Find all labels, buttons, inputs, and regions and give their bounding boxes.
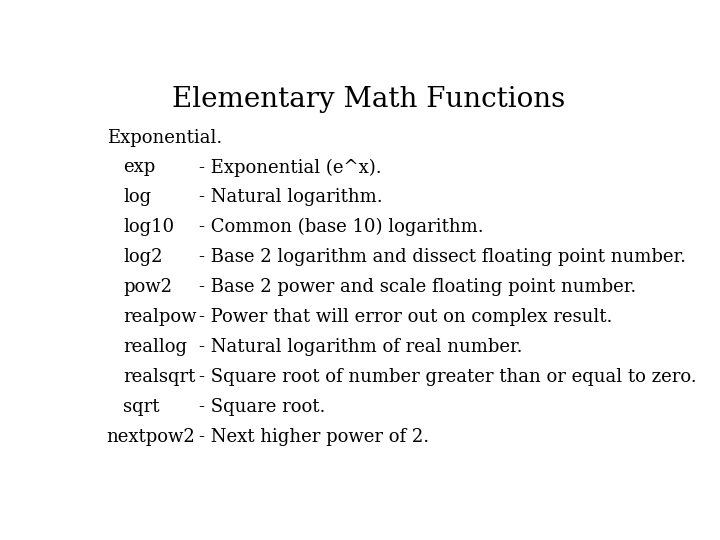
Text: Exponential.: Exponential. <box>107 129 222 147</box>
Text: nextpow2: nextpow2 <box>107 428 196 446</box>
Text: realpow: realpow <box>124 308 197 326</box>
Text: reallog: reallog <box>124 338 187 356</box>
Text: - Square root.: - Square root. <box>199 398 325 416</box>
Text: - Next higher power of 2.: - Next higher power of 2. <box>199 428 429 446</box>
Text: - Exponential (e^x).: - Exponential (e^x). <box>199 158 382 177</box>
Text: realsqrt: realsqrt <box>124 368 196 386</box>
Text: log: log <box>124 188 152 206</box>
Text: - Power that will error out on complex result.: - Power that will error out on complex r… <box>199 308 612 326</box>
Text: log10: log10 <box>124 218 175 236</box>
Text: pow2: pow2 <box>124 278 173 296</box>
Text: log2: log2 <box>124 248 163 266</box>
Text: - Base 2 logarithm and dissect floating point number.: - Base 2 logarithm and dissect floating … <box>199 248 686 266</box>
Text: - Common (base 10) logarithm.: - Common (base 10) logarithm. <box>199 218 483 237</box>
Text: - Natural logarithm.: - Natural logarithm. <box>199 188 382 206</box>
Text: - Base 2 power and scale floating point number.: - Base 2 power and scale floating point … <box>199 278 636 296</box>
Text: - Square root of number greater than or equal to zero.: - Square root of number greater than or … <box>199 368 696 386</box>
Text: sqrt: sqrt <box>124 398 160 416</box>
Text: Elementary Math Functions: Elementary Math Functions <box>172 85 566 113</box>
Text: - Natural logarithm of real number.: - Natural logarithm of real number. <box>199 338 522 356</box>
Text: exp: exp <box>124 158 156 177</box>
